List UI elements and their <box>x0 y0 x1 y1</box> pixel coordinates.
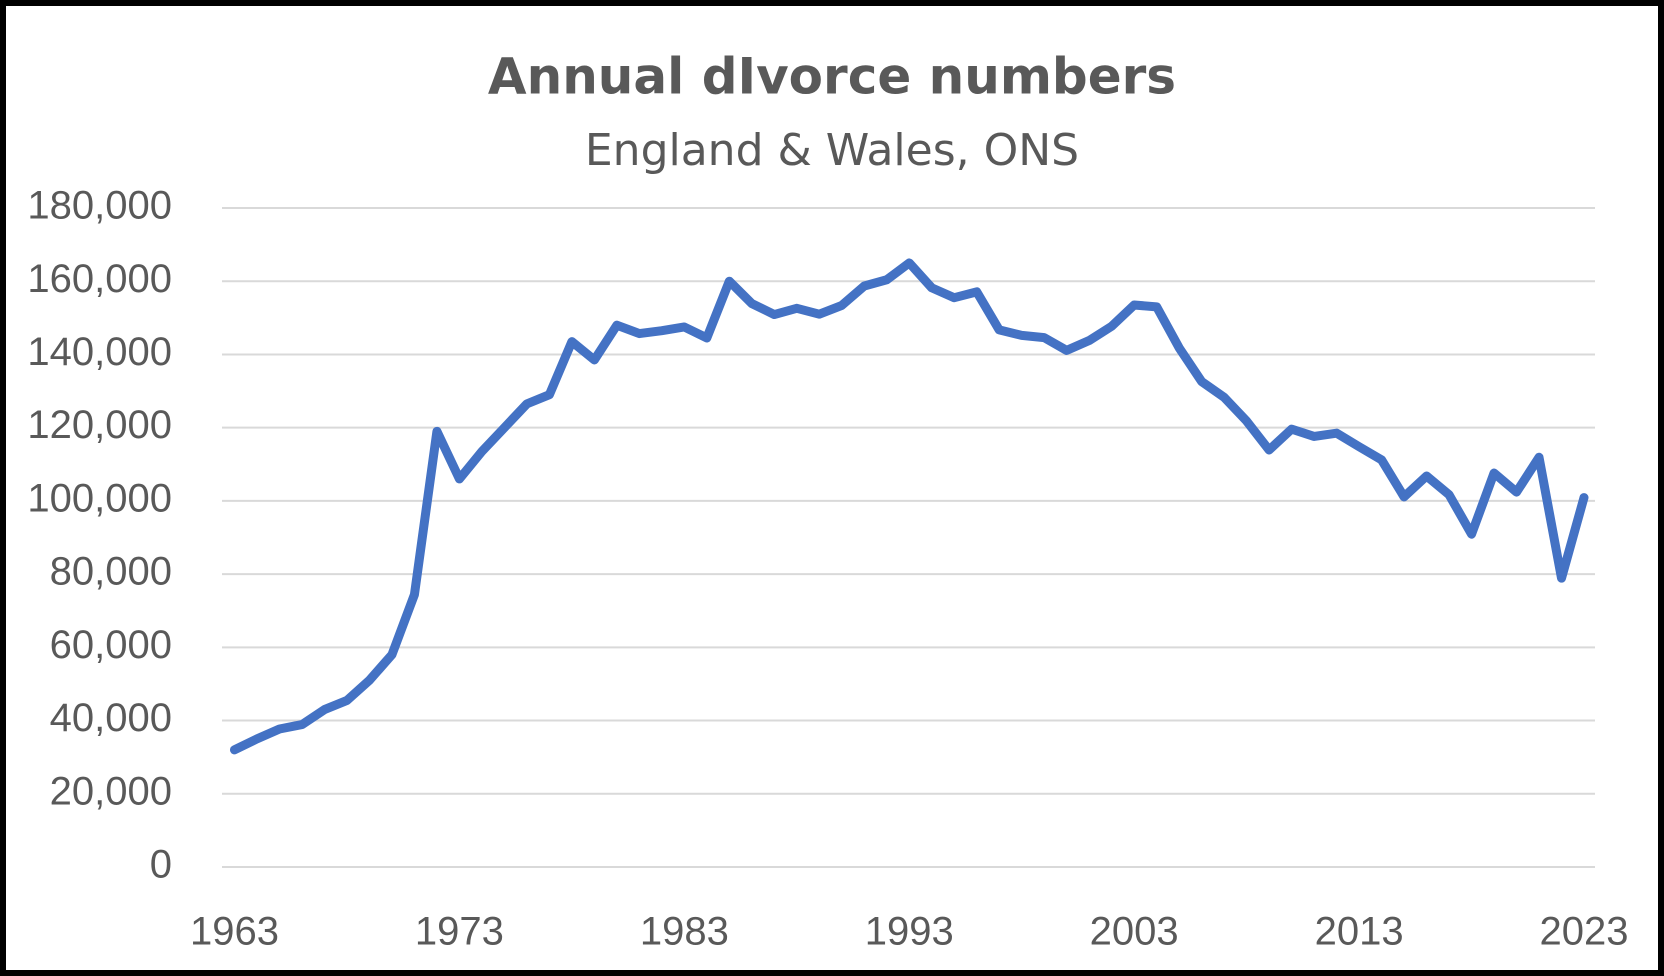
y-tick-label: 160,000 <box>27 257 172 301</box>
y-tick-label: 100,000 <box>27 476 172 520</box>
y-tick-label: 0 <box>150 843 172 887</box>
y-tick-label: 20,000 <box>50 769 172 813</box>
chart-subtitle: England & Wales, ONS <box>585 125 1079 176</box>
x-tick-label: 1973 <box>415 910 504 954</box>
y-tick-label: 140,000 <box>27 330 172 374</box>
x-tick-label: 1963 <box>190 910 279 954</box>
x-tick-label: 1993 <box>865 910 954 954</box>
data-line <box>230 258 1589 755</box>
x-tick-label: 2013 <box>1315 910 1404 954</box>
y-tick-label: 40,000 <box>50 696 172 740</box>
chart-title: Annual dIvorce numbers <box>488 48 1176 106</box>
y-tick-label: 120,000 <box>27 403 172 447</box>
y-tick-label: 80,000 <box>50 550 172 594</box>
x-tick-label: 1983 <box>640 910 729 954</box>
y-tick-label: 180,000 <box>27 184 172 228</box>
x-tick-label: 2023 <box>1540 910 1629 954</box>
x-tick-label: 2003 <box>1090 910 1179 954</box>
y-tick-label: 60,000 <box>50 623 172 667</box>
